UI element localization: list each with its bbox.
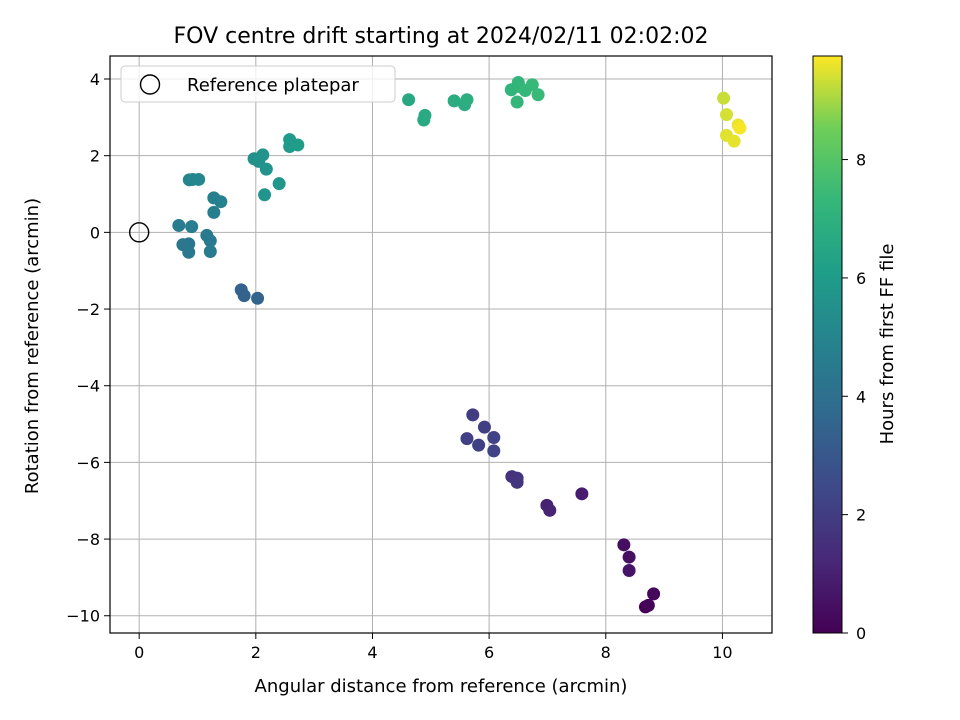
drift-point (447, 94, 461, 108)
drift-point (647, 587, 661, 601)
drift-point (272, 177, 286, 191)
drift-point (720, 108, 734, 122)
y-tick-label: 2 (90, 147, 100, 166)
y-tick-label: −6 (76, 453, 100, 472)
legend-marker-open-circle (139, 74, 161, 95)
y-tick-label: −4 (76, 377, 100, 396)
colorbar-tick-label: 8 (856, 151, 866, 170)
drift-point (214, 195, 228, 209)
colorbar-tick-label: 6 (856, 269, 866, 288)
drift-point (259, 162, 273, 176)
colorbar-ticks: 0 2 4 6 8 (842, 151, 866, 643)
drift-point (192, 172, 206, 186)
x-tick-label: 10 (712, 643, 732, 662)
y-axis-label: Rotation from reference (arcmin) (22, 198, 43, 494)
drift-point (466, 408, 480, 422)
y-tick-label: −2 (76, 300, 100, 319)
colorbar-label: Hours from first FF file (877, 244, 898, 445)
colorbar-tick-label: 0 (856, 624, 866, 643)
drift-point (717, 91, 731, 105)
drift-point (182, 245, 196, 259)
y-tick-label: −10 (66, 607, 100, 626)
reference-platepar-marker (128, 222, 150, 243)
drift-point (402, 93, 416, 107)
drift-point (617, 538, 631, 552)
drift-point (622, 550, 636, 564)
chart-title: FOV centre drift starting at 2024/02/11 … (174, 24, 709, 49)
drift-point (418, 108, 432, 122)
drift-point (531, 88, 545, 102)
drift-point (460, 93, 474, 107)
drift-point (487, 430, 501, 444)
drift-point (487, 444, 501, 458)
x-tick-label: 8 (601, 643, 611, 662)
colorbar-tick-label: 2 (856, 506, 866, 525)
drift-point (251, 291, 265, 305)
y-tick-label: 0 (90, 223, 100, 242)
x-axis: 0 2 4 6 8 10 (134, 633, 733, 662)
colorbar: 0 2 4 6 8 Hours from first FF file (812, 55, 898, 643)
drift-point (510, 475, 524, 489)
legend: Reference platepar (120, 65, 396, 103)
plot-area-frame (109, 55, 773, 634)
drift-point (727, 134, 741, 148)
drift-point (237, 289, 251, 303)
x-axis-label: Angular distance from reference (arcmin) (255, 676, 628, 697)
drift-point (258, 188, 272, 202)
x-tick-label: 4 (367, 643, 377, 662)
colorbar-gradient (812, 55, 843, 634)
legend-label-reference-platepar: Reference platepar (187, 75, 359, 96)
y-axis: −10 −8 −6 −4 −2 0 2 4 (66, 70, 110, 626)
drift-point (543, 503, 557, 517)
drift-point (291, 138, 305, 152)
drift-point (575, 487, 589, 501)
drift-point (256, 148, 270, 162)
x-tick-label: 0 (134, 643, 144, 662)
drift-point (172, 218, 186, 232)
drift-point (472, 438, 486, 452)
colorbar-tick-label: 4 (856, 387, 866, 406)
y-tick-label: 4 (90, 70, 100, 89)
drift-point (733, 121, 747, 135)
drift-point (203, 245, 217, 259)
drift-point (207, 205, 221, 219)
grid-lines (110, 56, 772, 633)
drift-point (203, 234, 217, 248)
drift-point (185, 220, 199, 234)
drift-point (641, 598, 655, 612)
drift-point (525, 78, 539, 92)
x-tick-label: 6 (484, 643, 494, 662)
drift-point (510, 95, 524, 109)
scatter-points (128, 75, 747, 614)
x-tick-label: 2 (251, 643, 261, 662)
legend-box (120, 65, 396, 103)
y-tick-label: −8 (76, 530, 100, 549)
drift-point (622, 564, 636, 578)
drift-point (460, 432, 474, 446)
drift-point (477, 420, 491, 434)
